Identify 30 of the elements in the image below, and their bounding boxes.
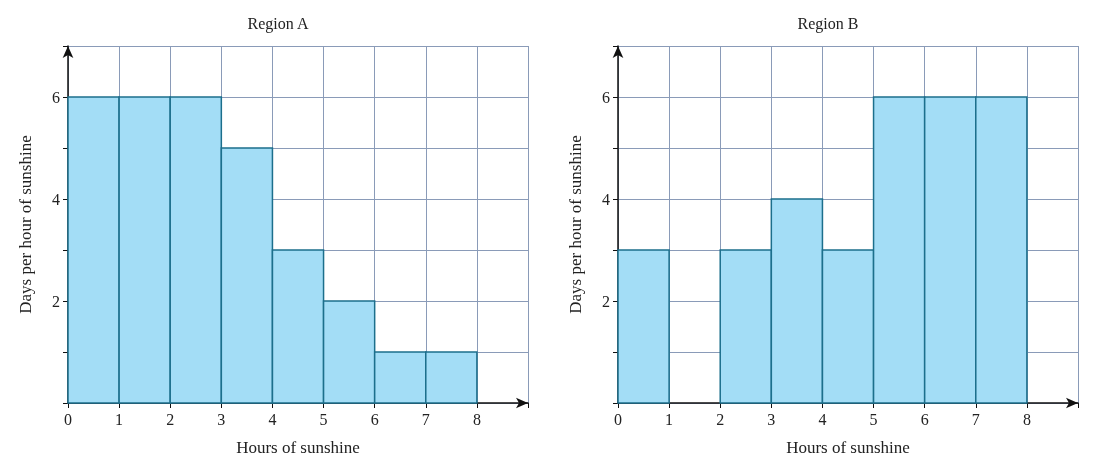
- x-tick-label: 4: [268, 410, 277, 428]
- x-tick-label: 7: [421, 410, 430, 428]
- x-tick-label: 2: [716, 410, 725, 428]
- x-tick-label: 1: [115, 410, 124, 428]
- x-tick-label: 5: [319, 410, 328, 428]
- x-axis-title: Hours of sunshine: [786, 438, 910, 457]
- y-tick-label: 4: [602, 190, 610, 208]
- x-tick-label: 0: [64, 410, 72, 428]
- y-axis-title: Days per hour of sunshine: [566, 135, 585, 314]
- y-tick-label: 2: [52, 292, 60, 310]
- y-tick-label: 6: [52, 88, 60, 106]
- chart-title: Region B: [797, 14, 859, 33]
- y-axis-title: Days per hour of sunshine: [16, 135, 35, 314]
- x-tick-label: 4: [818, 410, 827, 428]
- x-tick-label: 3: [217, 410, 226, 428]
- y-tick-label: 2: [602, 292, 610, 310]
- x-tick-label: 8: [1022, 410, 1031, 428]
- x-tick-label: 6: [370, 410, 379, 428]
- x-tick-label: 8: [472, 410, 481, 428]
- x-tick-label: 1: [665, 410, 674, 428]
- x-tick-label: 5: [869, 410, 878, 428]
- x-tick-label: 6: [920, 410, 929, 428]
- chart-title: Region A: [247, 14, 309, 33]
- x-axis-title: Hours of sunshine: [236, 438, 360, 457]
- y-tick-label: 4: [52, 190, 60, 208]
- x-tick-label: 7: [971, 410, 980, 428]
- x-tick-label: 3: [767, 410, 776, 428]
- y-tick-label: 6: [602, 88, 610, 106]
- x-tick-label: 2: [166, 410, 175, 428]
- x-tick-label: 0: [614, 410, 622, 428]
